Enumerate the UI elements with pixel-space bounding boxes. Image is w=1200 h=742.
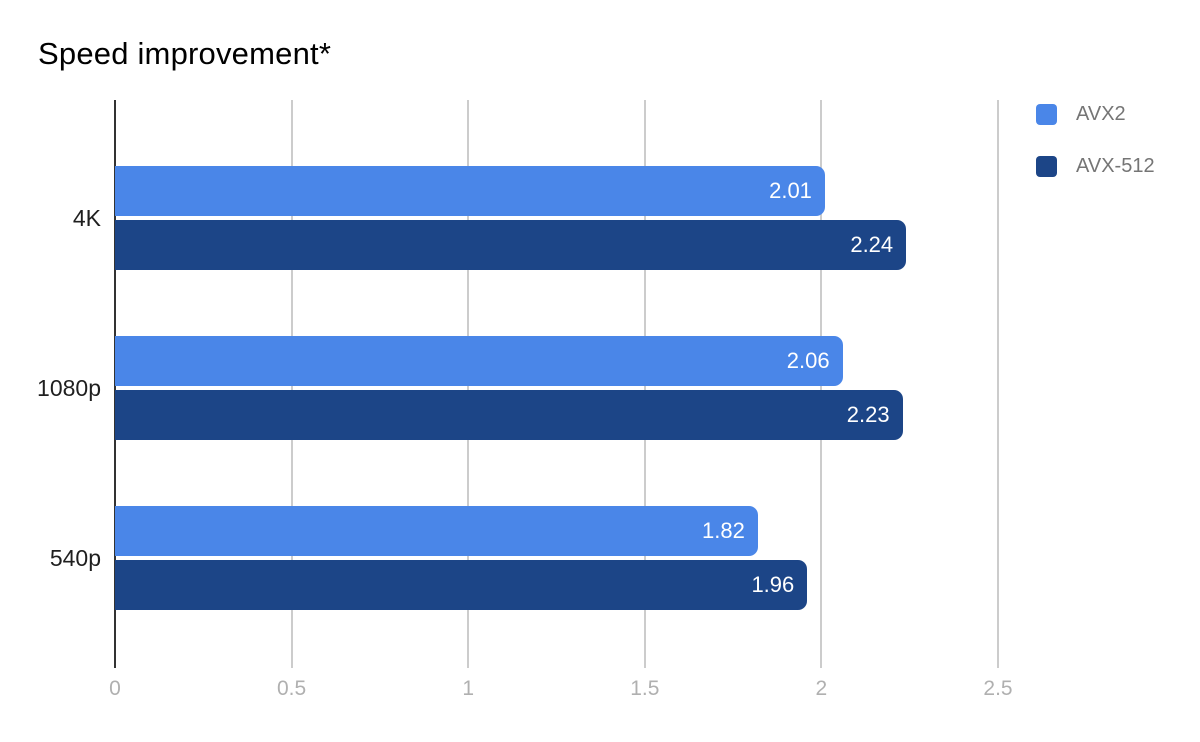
gridline [997, 100, 999, 668]
bar-avx-512-1080p: 2.23 [115, 390, 903, 440]
x-tick-label-1: 1 [462, 677, 475, 700]
chart-title: Speed improvement* [38, 36, 332, 71]
legend-label: AVX2 [1076, 102, 1126, 125]
bar-value-label: 2.24 [850, 232, 894, 257]
bar-value-label: 1.82 [701, 518, 745, 543]
bar-value-label: 1.96 [751, 572, 795, 597]
category-label-1080p: 1080p [37, 375, 101, 401]
legend-item-avx-512: AVX-512 [1036, 155, 1155, 177]
legend-item-avx2: AVX2 [1036, 103, 1155, 125]
x-tick-label-1.5: 1.5 [630, 677, 660, 700]
bar-group-540p: 1.82 1.96 [115, 506, 998, 610]
bar-group-4k: 2.01 2.24 [115, 166, 998, 270]
bar-avx-512-4k: 2.24 [115, 220, 907, 270]
category-label-4k: 4K [72, 205, 101, 231]
bar-avx2-540p: 1.82 [115, 506, 758, 556]
legend-swatch-icon [1036, 103, 1057, 125]
legend-label: AVX-512 [1076, 154, 1155, 177]
legend: AVX2 AVX-512 [1036, 103, 1155, 207]
bar-value-label: 2.23 [846, 402, 890, 427]
bar-avx2-1080p: 2.06 [115, 336, 843, 386]
x-tick-label-0.5: 0.5 [276, 677, 307, 700]
bar-group-1080p: 2.06 2.23 [115, 336, 998, 440]
x-tick-label-0: 0 [109, 677, 121, 700]
x-tick-label-2.5: 2.5 [983, 677, 1013, 700]
plot-area: 2.01 2.24 2.06 2.23 1.82 1.96 [114, 100, 999, 668]
bar-value-label: 2.01 [769, 178, 812, 203]
bar-avx-512-540p: 1.96 [115, 560, 808, 610]
legend-swatch-icon [1036, 155, 1057, 177]
category-label-540p: 540p [49, 545, 101, 571]
bar-value-label: 2.06 [786, 348, 830, 373]
x-tick-label-2: 2 [815, 677, 828, 700]
bar-avx2-4k: 2.01 [115, 166, 825, 216]
